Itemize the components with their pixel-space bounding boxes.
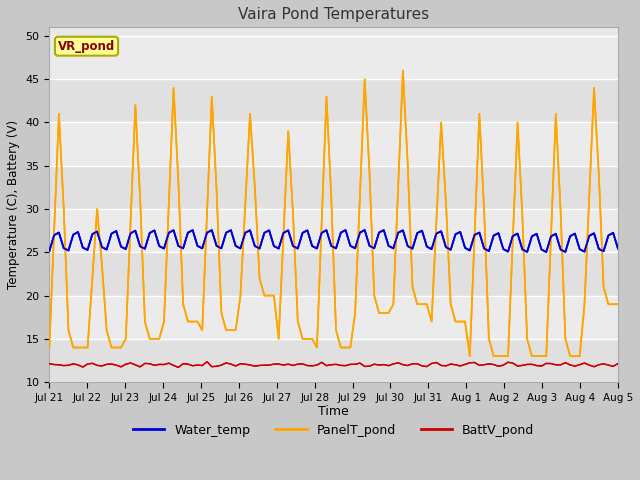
- Bar: [49, 339, 618, 382]
- Bar: [49, 252, 618, 296]
- Title: Vaira Pond Temperatures: Vaira Pond Temperatures: [238, 7, 429, 22]
- Bar: [49, 296, 618, 339]
- Bar: [49, 79, 618, 122]
- Text: VR_pond: VR_pond: [58, 40, 115, 53]
- X-axis label: Time: Time: [318, 405, 349, 419]
- Bar: [49, 122, 618, 166]
- Bar: [49, 166, 618, 209]
- Bar: [49, 209, 618, 252]
- Y-axis label: Temperature (C), Battery (V): Temperature (C), Battery (V): [7, 120, 20, 289]
- Bar: [49, 36, 618, 79]
- Legend: Water_temp, PanelT_pond, BattV_pond: Water_temp, PanelT_pond, BattV_pond: [128, 419, 540, 442]
